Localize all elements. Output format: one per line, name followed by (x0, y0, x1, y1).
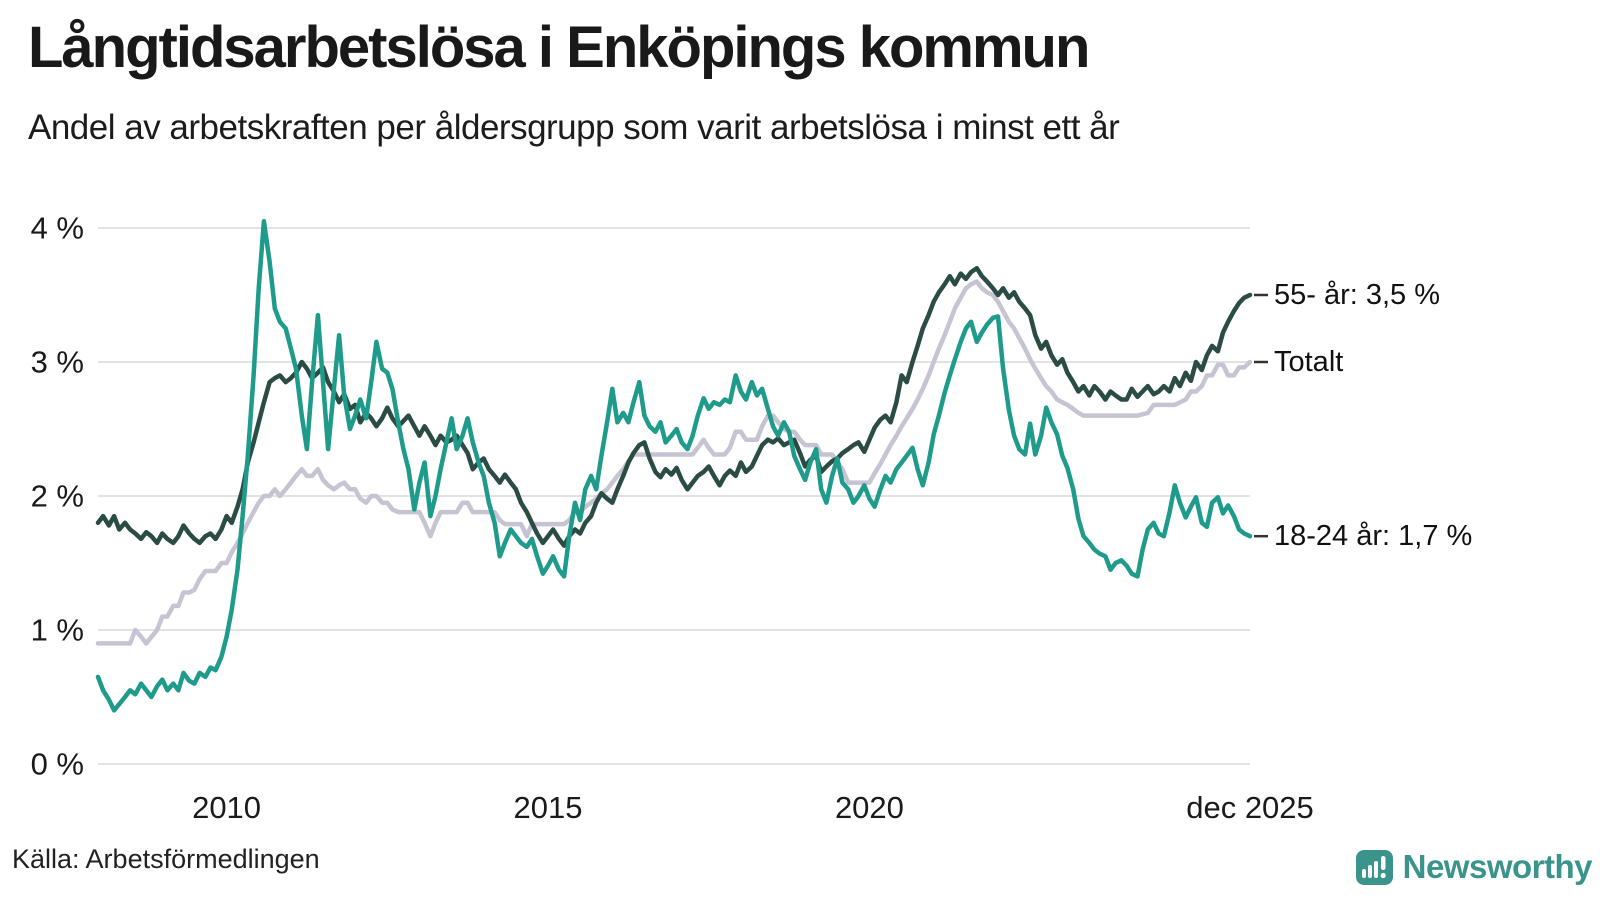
x-tick-label: dec 2025 (1186, 790, 1314, 825)
x-tick-label: 2020 (835, 790, 904, 825)
y-tick-label: 4 % (31, 211, 84, 246)
series-end-label-55: 55- år: 3,5 % (1274, 279, 1440, 311)
y-tick-label: 0 % (31, 747, 84, 782)
series-end-label-totalt: Totalt (1274, 346, 1343, 378)
series-end-label-1824: 18-24 år: 1,7 % (1274, 520, 1472, 552)
x-tick-label: 2010 (192, 790, 261, 825)
y-tick-label: 1 % (31, 613, 84, 648)
newsworthy-logo: Newsworthy (1355, 848, 1593, 886)
y-tick-label: 2 % (31, 479, 84, 514)
x-tick-label: 2015 (514, 790, 583, 825)
series-line-totalt (95, 279, 1253, 646)
chart-title: Långtidsarbetslösa i Enköpings kommun (28, 15, 1090, 80)
newsworthy-wordmark: Newsworthy (1402, 848, 1593, 885)
bar-chart-icon (1355, 849, 1393, 885)
source-note: Källa: Arbetsförmedlingen (12, 844, 320, 874)
series-line-55 (95, 265, 1253, 548)
y-tick-label: 3 % (31, 345, 84, 380)
series-line-1824 (95, 219, 1253, 713)
chart-subtitle: Andel av arbetskraften per åldersgrupp s… (28, 108, 1120, 147)
